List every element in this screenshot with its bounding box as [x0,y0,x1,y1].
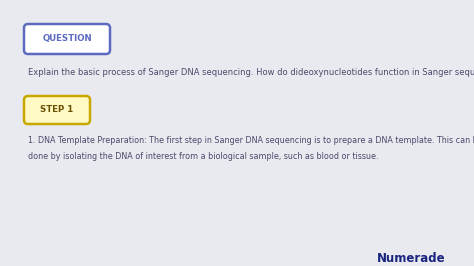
Text: 1. DNA Template Preparation: The first step in Sanger DNA sequencing is to prepa: 1. DNA Template Preparation: The first s… [28,136,474,145]
Text: Numerade: Numerade [377,252,446,265]
Text: QUESTION: QUESTION [42,35,92,44]
FancyBboxPatch shape [24,96,90,124]
Text: Explain the basic process of Sanger DNA sequencing. How do dideoxynucleotides fu: Explain the basic process of Sanger DNA … [28,68,474,77]
Text: STEP 1: STEP 1 [40,106,73,114]
FancyBboxPatch shape [24,24,110,54]
Text: done by isolating the DNA of interest from a biological sample, such as blood or: done by isolating the DNA of interest fr… [28,152,379,161]
